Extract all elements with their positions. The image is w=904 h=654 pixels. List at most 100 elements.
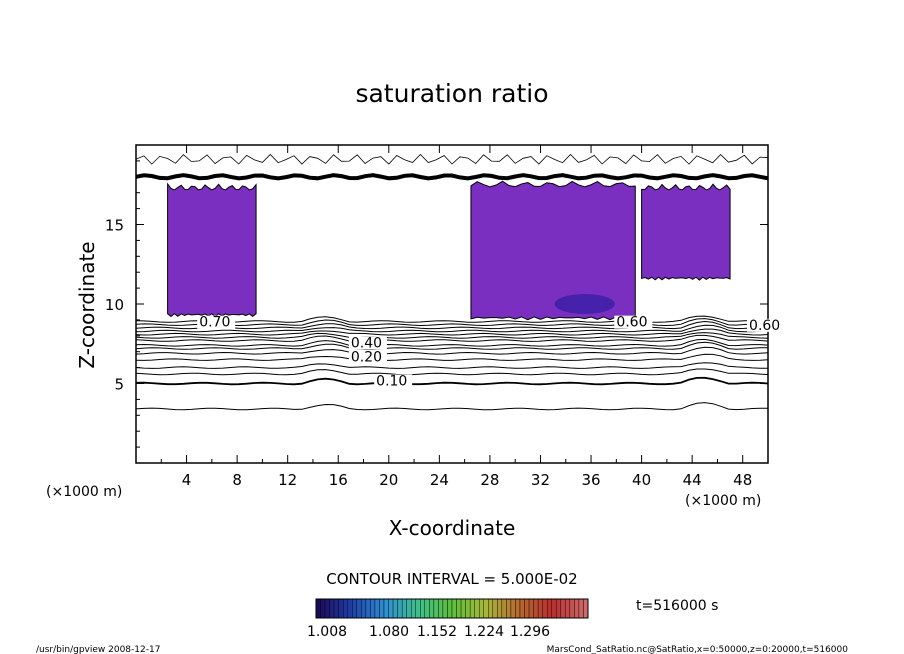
colorbar-segment — [474, 598, 480, 619]
colorbar-segment — [424, 598, 430, 619]
supersaturation-shading — [167, 180, 731, 321]
colorbar-segment — [578, 598, 584, 619]
colorbar-segment — [519, 598, 525, 619]
contour-label: 0.10 — [376, 374, 407, 390]
colorbar-segment — [479, 598, 484, 619]
contour-line — [135, 402, 769, 411]
x-tick-label: 44 — [683, 471, 702, 489]
shaded-region — [641, 183, 731, 281]
footer-right: MarsCond_SatRatio.nc@SatRatio,x=0:50000,… — [547, 645, 849, 654]
contour-line — [135, 153, 769, 165]
colorbar-segment — [347, 598, 353, 619]
contour-label: 0.60 — [749, 318, 780, 334]
colorbar-segment — [569, 598, 575, 619]
colorbar — [315, 598, 589, 619]
colorbar-segment — [329, 598, 335, 619]
contour-line — [135, 338, 769, 347]
contour-line — [135, 328, 769, 336]
colorbar-segment — [447, 598, 453, 619]
time-label: t=516000 s — [636, 598, 718, 614]
shaded-region — [167, 182, 257, 318]
y-axis-ticks: 5 10 15 — [105, 160, 768, 448]
colorbar-segment — [560, 598, 566, 619]
colorbar-segment — [556, 598, 561, 619]
y-tick-label: 5 — [114, 376, 124, 394]
contour-line — [135, 376, 769, 386]
colorbar-tick-labels: 1.008 1.080 1.152 1.224 1.296 — [307, 624, 550, 640]
contour-line — [135, 320, 769, 330]
colorbar-segment — [501, 598, 507, 619]
plot-area: 0.100.200.400.70 0.60 0.60 4 8 12 16 20 24 28 32 3… — [105, 144, 786, 489]
contour-label-bg — [197, 315, 236, 329]
colorbar-segment — [497, 598, 503, 619]
contour-lines — [135, 153, 769, 411]
colorbar-segment — [352, 598, 357, 619]
colorbar-segment — [524, 598, 530, 619]
colorbar-tick-label: 1.080 — [369, 624, 409, 640]
colorbar-segment — [488, 598, 493, 619]
contour-label-bg — [614, 315, 653, 329]
shaded-core — [554, 294, 615, 314]
colorbar-segment — [406, 598, 412, 619]
colorbar-segment — [338, 598, 344, 619]
contour-labels: 0.10 0.200.40 0.70 0.60 0.60 — [197, 315, 786, 390]
colorbar-segment — [392, 598, 398, 619]
contour-label-bg — [374, 374, 413, 388]
x-tick-label: 20 — [379, 471, 398, 489]
colorbar-segment — [492, 598, 498, 619]
colorbar-frame — [315, 598, 589, 619]
colorbar-segment — [565, 598, 571, 619]
colorbar-segment — [315, 598, 321, 619]
colorbar-segment — [442, 598, 448, 619]
colorbar-segment — [383, 598, 389, 619]
colorbar-segment — [401, 598, 407, 619]
chart-title: saturation ratio — [355, 79, 548, 108]
contour-label-bg — [348, 336, 387, 350]
colorbar-segment — [429, 598, 435, 619]
contour-line — [135, 332, 769, 339]
contour-line — [135, 368, 769, 376]
colorbar-segment — [379, 598, 385, 619]
contour-label: 0.70 — [199, 315, 230, 331]
contour-line — [135, 334, 769, 342]
colorbar-segment — [415, 598, 421, 619]
y-tick-label: 15 — [105, 217, 124, 235]
colorbar-segment — [574, 598, 580, 619]
colorbar-tick-label: 1.008 — [307, 624, 347, 640]
contour-label: 0.60 — [616, 315, 647, 331]
colorbar-tick-label: 1.152 — [417, 624, 457, 640]
x-tick-label: 4 — [182, 471, 192, 489]
colorbar-segment — [510, 598, 516, 619]
x-tick-label: 24 — [430, 471, 449, 489]
y-tick-label: 10 — [105, 296, 124, 314]
contour-line — [135, 362, 768, 369]
contour-interval-label: CONTOUR INTERVAL = 5.000E-02 — [326, 570, 577, 588]
colorbar-segment — [528, 598, 534, 619]
colorbar-segment — [411, 598, 416, 619]
contour-label-bg — [348, 350, 387, 364]
colorbar-segment — [465, 598, 471, 619]
colorbar-tick-label: 1.296 — [510, 624, 550, 640]
y-axis-label: Z-coordinate — [75, 241, 99, 368]
colorbar-segment — [343, 598, 348, 619]
colorbar-segment — [356, 598, 362, 619]
x-tick-label: 8 — [232, 471, 242, 489]
colorbar-segment — [361, 598, 367, 619]
contour-label: 0.20 — [351, 350, 382, 366]
colorbar-segment — [469, 598, 475, 619]
colorbar-segment — [533, 598, 539, 619]
x-axis-ticks: 4 8 12 16 20 24 28 32 36 40 44 48 — [160, 145, 752, 489]
x-axis-label: X-coordinate — [389, 516, 516, 540]
footer-left: /usr/bin/gpview 2008-12-17 — [36, 645, 160, 654]
colorbar-segment — [542, 598, 548, 619]
x-tick-label: 48 — [733, 471, 752, 489]
colorbar-segment — [551, 598, 557, 619]
colorbar-segment — [365, 598, 371, 619]
colorbar-segment — [451, 598, 457, 619]
x-tick-label: 36 — [581, 471, 600, 489]
x-tick-label: 16 — [329, 471, 348, 489]
contour-line — [135, 353, 769, 361]
x-unit-left: (×1000 m) — [46, 484, 122, 500]
colorbar-segment — [438, 598, 444, 619]
